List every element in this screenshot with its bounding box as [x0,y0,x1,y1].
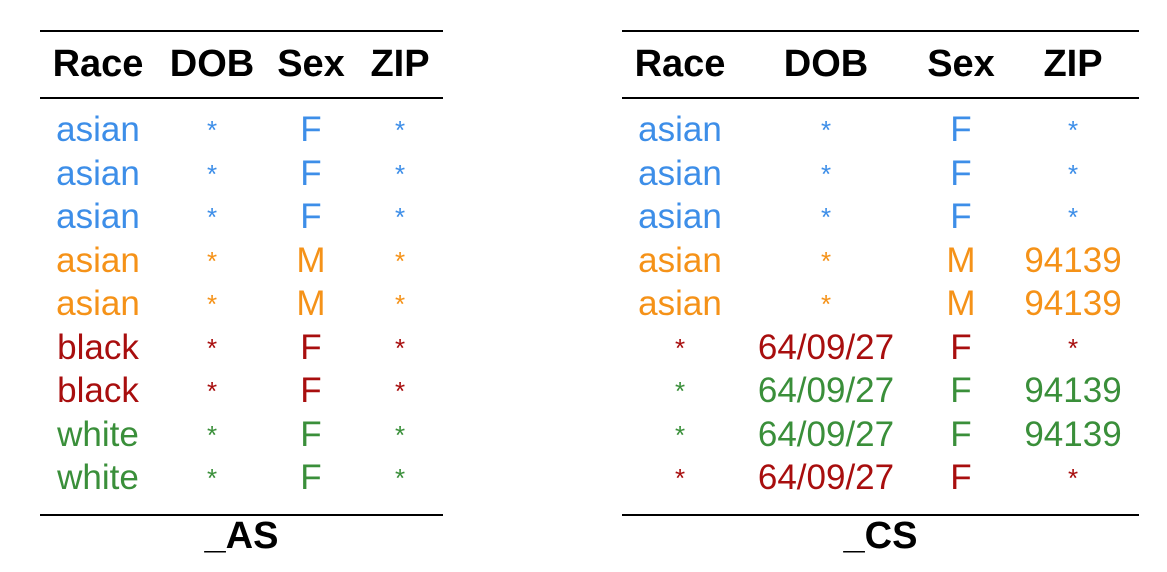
table-cell-race: * [674,332,686,363]
table-cell-race: asian [56,240,140,280]
table-cell-dob: * [206,245,218,276]
table-cell-zip: * [1067,202,1079,232]
table-cell-dob: * [206,115,218,145]
table-cell-zip: 94139 [1024,414,1122,454]
top-rule [40,30,443,32]
table-cell-sex: F [950,197,972,236]
table-cell-zip: * [394,376,406,406]
table-cell-race: asian [56,153,140,193]
table-cell-dob: * [820,158,832,189]
table-cell-sex: F [950,327,972,367]
column-header-sex: Sex [277,43,345,85]
table-cell-sex: F [300,371,322,410]
table-cell-zip: 94139 [1024,240,1122,280]
table-cell-zip: * [394,245,406,276]
table-cell-race: asian [638,240,722,280]
table-cell-dob: 64/09/27 [757,327,895,367]
table-cell-dob: * [206,332,218,363]
table-cell-race: asian [638,284,722,323]
table-cell-zip: 94139 [1024,371,1122,410]
table-cell-dob: * [206,289,218,319]
column-header-zip: ZIP [370,43,430,85]
table-cell-race: black [57,371,139,410]
table-cell-zip: * [394,202,406,232]
table-cell-race: * [674,419,686,450]
table-cell-sex: F [950,110,972,149]
table-cell-zip: 94139 [1024,284,1122,323]
table-cell-dob: * [820,202,832,232]
table-cell-sex: M [946,284,976,323]
table-cell-race: asian [638,153,722,193]
table-cell-zip: * [1067,158,1079,189]
bottom-rule [40,514,443,516]
table-cell-dob: 64/09/27 [757,414,895,454]
table-cell-zip: * [394,158,406,189]
table-cell-sex: M [296,284,326,323]
table-cell-dob: 64/09/27 [757,458,895,497]
table-cell-race: asian [56,197,140,236]
table-cell-sex: F [300,110,322,149]
header-rule [40,97,443,99]
table-cell-zip: * [1067,463,1079,493]
table-cell-zip: * [1067,115,1079,145]
table-cell-sex: F [950,371,972,410]
table-caption: _CS [843,515,918,557]
table-cell-sex: F [300,458,322,497]
table-cell-zip: * [394,115,406,145]
table-cell-race: black [57,327,139,367]
table-cell-dob: * [206,158,218,189]
table-cell-sex: M [946,240,976,280]
table-cell-sex: F [300,327,322,367]
table-cell-sex: F [300,414,322,454]
table-cell-race: * [674,376,686,406]
table-cell-race: * [674,463,686,493]
table-caption: _AS [204,515,279,557]
column-header-sex: Sex [927,43,995,85]
table-cell-dob: 64/09/27 [757,371,895,410]
table-cell-zip: * [394,419,406,450]
table-cell-zip: * [394,332,406,363]
table-cell-race: white [57,414,139,454]
table-cell-dob: * [820,115,832,145]
table-cell-sex: M [296,240,326,280]
table-cell-sex: F [950,153,972,193]
bottom-rule [622,514,1139,516]
table-cell-zip: * [394,463,406,493]
top-rule [622,30,1139,32]
table-cell-zip: * [394,289,406,319]
table-as: _AS Race DOB Sex ZIP asian * F * asian * F * asian * F… [0,0,560,572]
table-cell-sex: F [950,414,972,454]
column-header-race: Race [634,43,726,85]
table-cell-race: asian [56,284,140,323]
table-cell-sex: F [950,458,972,497]
table-cell-zip: * [1067,332,1079,363]
table-cell-sex: F [300,153,322,193]
table-cell-dob: * [820,289,832,319]
table-cell-dob: * [206,419,218,450]
table-cell-dob: * [820,245,832,276]
table-cell-race: white [57,458,139,497]
table-cell-race: asian [638,197,722,236]
table-cell-dob: * [206,463,218,493]
column-header-dob: DOB [169,43,255,85]
table-cell-dob: * [206,202,218,232]
table-cell-sex: F [300,197,322,236]
table-cell-dob: * [206,376,218,406]
column-header-zip: ZIP [1043,43,1103,85]
header-rule [622,97,1139,99]
table-cell-race: asian [638,110,722,149]
column-header-race: Race [52,43,144,85]
table-cell-race: asian [56,110,140,149]
column-header-dob: DOB [783,43,869,85]
